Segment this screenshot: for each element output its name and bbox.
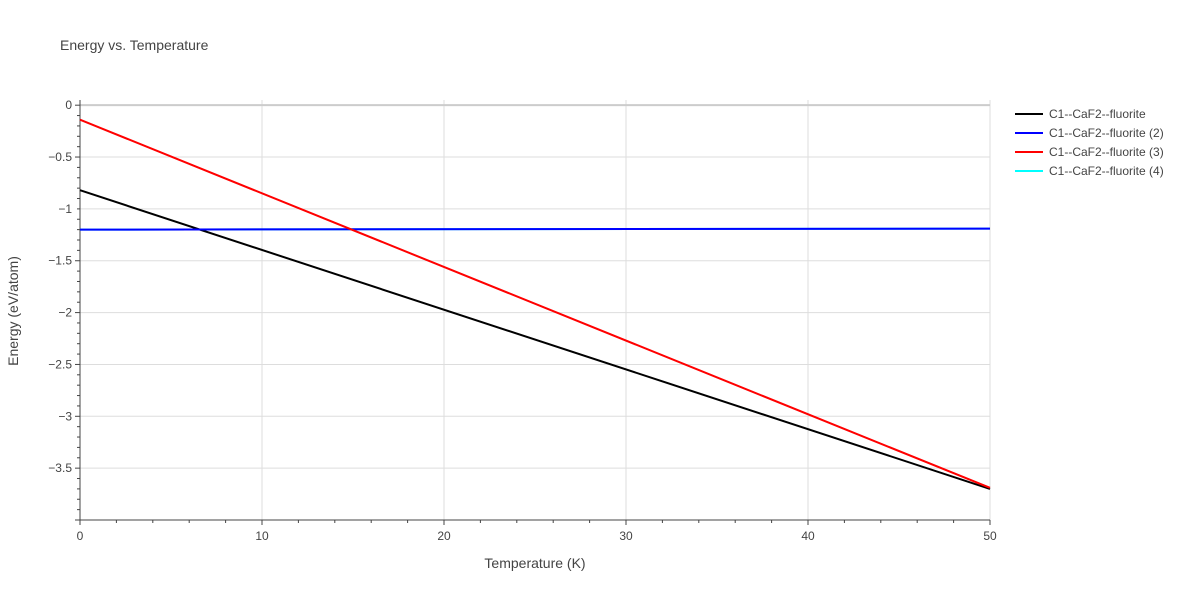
series-line-3 <box>79 118 991 489</box>
y-tick-label: −0.5 <box>48 150 72 164</box>
x-tick-label: 0 <box>77 529 84 543</box>
axes: 0 10 20 30 40 50 0 −0.5 −1 −1.5 −2 −2.5 −3 −3.5 <box>48 98 997 543</box>
legend-label: C1--CaF2--fluorite (4) <box>1049 164 1164 178</box>
y-tick-label: −1.5 <box>48 254 72 268</box>
y-tick-label: −2.5 <box>48 357 72 371</box>
x-tick-label: 50 <box>983 529 997 543</box>
legend: C1--CaF2--fluorite C1--CaF2--fluorite (2)… <box>1015 107 1164 178</box>
legend-label: C1--CaF2--fluorite (3) <box>1049 145 1164 159</box>
grid-lines <box>79 100 991 520</box>
x-tick-label: 20 <box>437 529 451 543</box>
legend-label: C1--CaF2--fluorite <box>1049 107 1146 121</box>
legend-label: C1--CaF2--fluorite (2) <box>1049 126 1164 140</box>
y-tick-label: −1 <box>58 202 72 216</box>
series-line-2 <box>79 227 991 231</box>
y-tick-label: 0 <box>65 98 72 112</box>
y-tick-label: −2 <box>58 306 72 320</box>
x-tick-label: 40 <box>801 529 815 543</box>
series-line-1 <box>79 189 991 490</box>
x-tick-label: 30 <box>619 529 633 543</box>
y-tick-label: −3.5 <box>48 461 72 475</box>
series-layer <box>79 118 991 490</box>
y-axis-title: Energy (eV/atom) <box>5 256 21 366</box>
x-axis-title: Temperature (K) <box>484 555 585 571</box>
x-tick-label: 10 <box>255 529 269 543</box>
chart-title: Energy vs. Temperature <box>60 37 209 53</box>
y-tick-label: −3 <box>58 409 72 423</box>
